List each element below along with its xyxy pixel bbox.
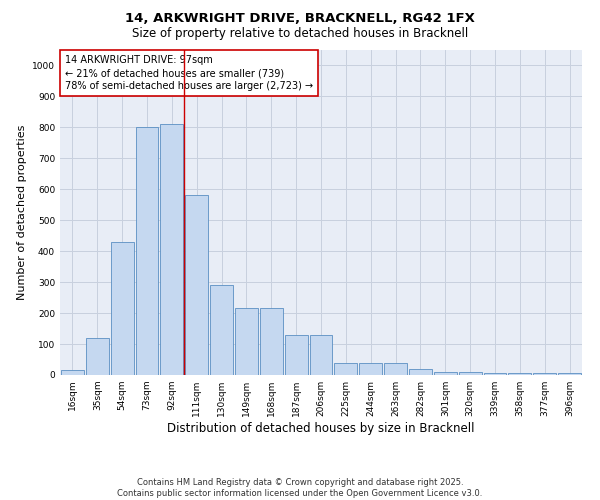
Y-axis label: Number of detached properties: Number of detached properties xyxy=(17,125,26,300)
Text: 14, ARKWRIGHT DRIVE, BRACKNELL, RG42 1FX: 14, ARKWRIGHT DRIVE, BRACKNELL, RG42 1FX xyxy=(125,12,475,26)
Bar xyxy=(310,335,332,375)
Bar xyxy=(210,285,233,375)
Bar xyxy=(459,372,482,375)
Bar xyxy=(359,362,382,375)
Bar xyxy=(533,374,556,375)
Bar xyxy=(434,372,457,375)
Bar xyxy=(558,374,581,375)
Bar xyxy=(484,374,506,375)
Bar xyxy=(508,374,531,375)
Text: Contains HM Land Registry data © Crown copyright and database right 2025.
Contai: Contains HM Land Registry data © Crown c… xyxy=(118,478,482,498)
Bar xyxy=(260,308,283,375)
Text: 14 ARKWRIGHT DRIVE: 97sqm
← 21% of detached houses are smaller (739)
78% of semi: 14 ARKWRIGHT DRIVE: 97sqm ← 21% of detac… xyxy=(65,55,313,92)
Bar xyxy=(334,362,357,375)
Bar xyxy=(136,128,158,375)
Bar xyxy=(111,242,134,375)
Bar xyxy=(86,338,109,375)
Bar xyxy=(160,124,183,375)
Text: Size of property relative to detached houses in Bracknell: Size of property relative to detached ho… xyxy=(132,28,468,40)
Bar xyxy=(285,335,308,375)
Bar xyxy=(61,370,84,375)
Bar xyxy=(409,369,432,375)
X-axis label: Distribution of detached houses by size in Bracknell: Distribution of detached houses by size … xyxy=(167,422,475,435)
Bar xyxy=(185,196,208,375)
Bar xyxy=(384,362,407,375)
Bar xyxy=(235,308,258,375)
